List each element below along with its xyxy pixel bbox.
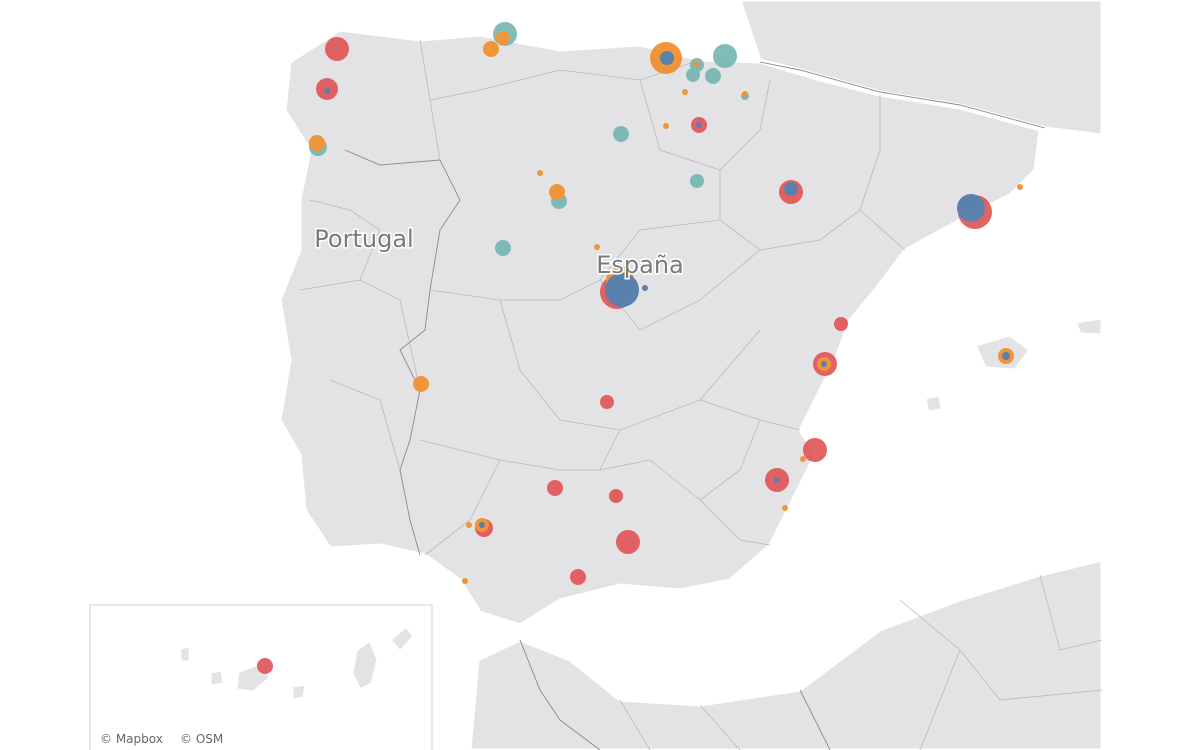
region-border <box>419 39 906 556</box>
bubble <box>613 126 629 142</box>
bubble <box>479 522 485 528</box>
bubble <box>309 135 325 151</box>
bubble <box>324 88 330 94</box>
bubble <box>325 37 349 61</box>
map-area <box>278 0 1104 750</box>
bubble <box>696 122 702 128</box>
bubble <box>600 395 614 409</box>
iberia <box>278 28 1042 627</box>
bubble <box>660 51 674 65</box>
bubble <box>466 522 472 528</box>
bubble <box>782 505 788 511</box>
bubbles <box>257 22 1023 674</box>
bubble <box>549 184 565 200</box>
bubble <box>663 123 669 129</box>
attribution[interactable]: © OSM <box>180 732 223 746</box>
bubble <box>713 44 737 68</box>
bubble <box>594 244 600 250</box>
bubble <box>742 91 748 97</box>
region-border <box>299 199 1103 750</box>
country-label: Portugal <box>314 225 413 253</box>
attribution[interactable]: © Mapbox <box>100 732 163 746</box>
bubble <box>694 61 700 67</box>
bubble <box>834 317 848 331</box>
island <box>178 623 416 702</box>
bubble <box>495 240 511 256</box>
bubble <box>784 182 798 196</box>
bubble <box>605 273 639 307</box>
canary-inset <box>89 604 433 750</box>
bubble <box>957 194 985 222</box>
bubble <box>616 530 640 554</box>
bubble <box>821 361 827 367</box>
bubble <box>257 658 273 674</box>
country-label: España <box>596 251 684 279</box>
ibiza <box>923 393 944 414</box>
bubble <box>609 489 623 503</box>
bubble <box>570 569 586 585</box>
bubble <box>705 68 721 84</box>
menorca <box>1072 316 1104 337</box>
bubble <box>483 41 499 57</box>
bubble <box>690 174 704 188</box>
country-border <box>759 61 1046 129</box>
bubble <box>803 438 827 462</box>
bubble <box>462 578 468 584</box>
bubble <box>547 480 563 496</box>
bubble <box>1002 352 1010 360</box>
bubble <box>800 456 806 462</box>
bubble <box>642 285 648 291</box>
bubble <box>774 477 780 483</box>
bubble <box>1017 184 1023 190</box>
bubble <box>686 68 700 82</box>
bubble <box>413 376 429 392</box>
bubble <box>682 89 688 95</box>
bubble <box>537 170 543 176</box>
bubble <box>496 31 510 45</box>
country-border <box>519 639 831 750</box>
